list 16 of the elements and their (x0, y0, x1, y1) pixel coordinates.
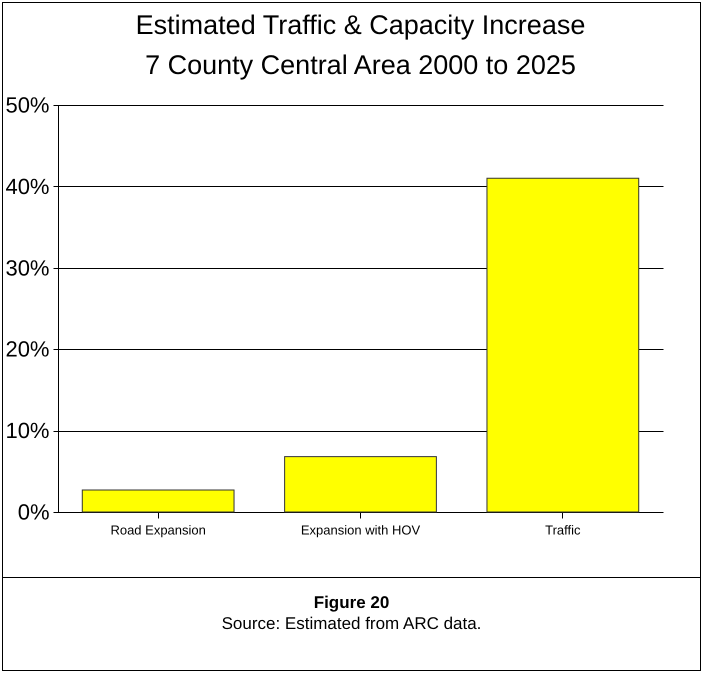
y-tick-label: 30% (5, 255, 50, 280)
chart-title: Estimated Traffic & Capacity Increase (136, 10, 586, 40)
bar (284, 456, 437, 512)
y-tick-label: 40% (5, 174, 50, 199)
x-tick-label: Road Expansion (110, 522, 206, 538)
y-tick-label: 20% (5, 336, 50, 362)
x-tick-label: Expansion with HOV (300, 522, 420, 538)
bar (486, 178, 640, 512)
source-note: Source: Estimated from ARC data. (220, 613, 482, 634)
y-tick-label: 50% (5, 92, 50, 118)
bar (82, 490, 235, 512)
y-tick-label: 0% (18, 500, 50, 524)
caption: Figure 20 (312, 592, 390, 613)
x-tick-label: Traffic (545, 522, 582, 538)
chart-subtitle: 7 County Central Area 2000 to 2025 (145, 50, 576, 80)
y-tick-label: 10% (5, 418, 50, 444)
